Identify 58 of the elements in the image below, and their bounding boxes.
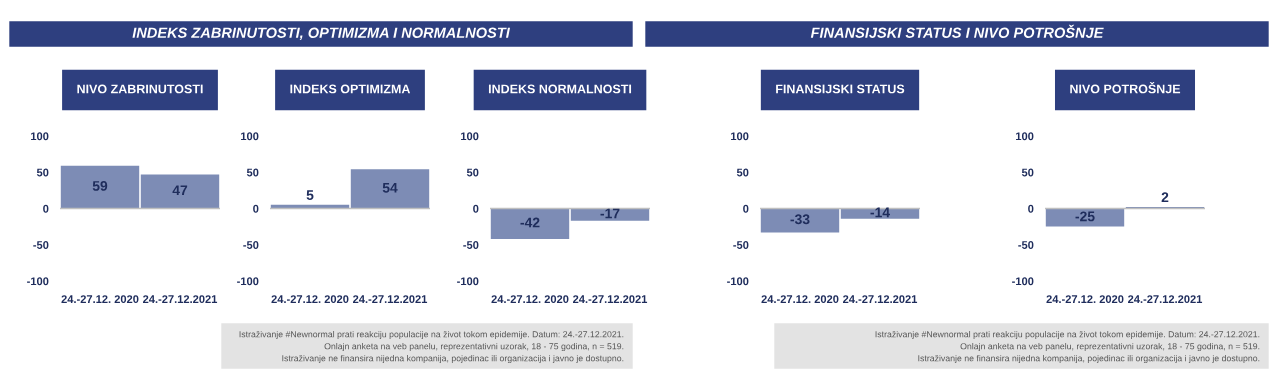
y-tick-label: -100	[457, 277, 479, 286]
data-label: 2	[1161, 192, 1169, 202]
y-tick-label: -50	[243, 241, 259, 249]
y-tick-label: 0	[1028, 204, 1034, 213]
y-tick-label: 100	[241, 132, 259, 141]
y-tick-label: 50	[36, 168, 49, 177]
data-label: -14	[870, 207, 890, 218]
y-tick-label: -50	[463, 241, 479, 249]
x-tick-label: 24.-27.12. 2020	[271, 295, 349, 304]
chart-title: NIVO POTROŠNJE	[1070, 82, 1181, 94]
x-tick-label: 24.-27.12.2021	[353, 295, 428, 304]
x-tick-label: 24.-27.12.2021	[843, 295, 918, 304]
x-tick-label: 24.-27.12. 2020	[761, 295, 839, 304]
y-tick-label: 0	[43, 204, 49, 213]
x-tick-label: 24.-27.12.2021	[143, 295, 218, 304]
y-tick-label: 100	[731, 132, 749, 141]
y-tick-label: -100	[27, 277, 49, 286]
data-label: 5	[306, 190, 314, 200]
y-tick-label: 0	[743, 204, 749, 213]
x-tick-label: 24.-27.12. 2020	[61, 295, 139, 304]
text: Onlajn anketa na veb panelu, reprezentativni uzorak, 18 - 75 godina, n = 519.	[960, 342, 1260, 352]
chart-title: INDEKS OPTIMIZMA	[290, 84, 411, 94]
text: INDEKS ZABRINUTOSTI, OPTIMIZMA I NORMALNOSTI	[132, 27, 511, 41]
x-tick-label: 24.-27.12. 2020	[1046, 295, 1124, 304]
data-label: -25	[1075, 211, 1095, 222]
data-label: 47	[172, 185, 188, 196]
y-tick-label: 50	[1021, 168, 1034, 177]
y-tick-label: 50	[466, 168, 479, 177]
y-tick-label: -50	[733, 241, 749, 249]
y-tick-label: -100	[1012, 277, 1034, 286]
text: Istraživanje ne finansira nijedna kompanija, pojedinac ili organizacija i javno je dostupno.	[918, 354, 1260, 364]
text: Istraživanje #Newnormal prati reakciju populacije na život tokom epidemije. Datum: 24.-27.12.2021.	[875, 330, 1260, 340]
y-tick-label: 100	[1016, 132, 1034, 141]
text: FINANSIJSKI STATUS I NIVO POTROŠNJE	[810, 24, 1104, 38]
text: Onlajn anketa na veb panelu, reprezentativni uzorak, 18 - 75 godina, n = 519.	[324, 342, 624, 352]
y-tick-label: -50	[1018, 241, 1034, 249]
y-tick-label: -50	[33, 241, 49, 249]
data-label: 54	[382, 182, 398, 193]
y-tick-label: 100	[31, 132, 49, 141]
y-tick-label: 50	[736, 168, 749, 177]
data-label: -17	[600, 208, 620, 219]
chart-title: INDEKS NORMALNOSTI	[488, 84, 632, 94]
x-tick-label: 24.-27.12.2021	[573, 295, 648, 304]
chart-title: FINANSIJSKI STATUS	[776, 84, 905, 94]
text: Istraživanje ne finansira nijedna kompanija, pojedinac ili organizacija i javno je dostupno.	[282, 354, 624, 364]
y-tick-label: 100	[461, 132, 479, 141]
x-tick-label: 24.-27.12.2021	[1128, 295, 1203, 304]
text: Istraživanje #Newnormal prati reakciju populacije na život tokom epidemije. Datum: 24.-27.12.2021.	[239, 330, 624, 340]
y-tick-label: 50	[246, 168, 259, 177]
data-label: -42	[520, 217, 540, 228]
x-tick-label: 24.-27.12. 2020	[491, 295, 569, 304]
y-tick-label: -100	[727, 277, 749, 286]
y-tick-label: 0	[253, 204, 259, 213]
y-tick-label: -100	[237, 277, 259, 286]
y-tick-label: 0	[473, 204, 479, 213]
data-label: 59	[92, 181, 108, 191]
chart-title: NIVO ZABRINUTOSTI	[77, 84, 203, 94]
data-label: -33	[790, 214, 810, 225]
